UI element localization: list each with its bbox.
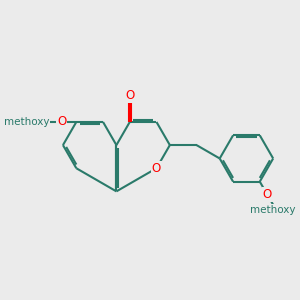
Text: O: O (152, 162, 161, 175)
Text: methoxy: methoxy (250, 205, 296, 215)
Text: O: O (125, 89, 134, 102)
Text: methoxy: methoxy (4, 117, 50, 127)
Text: O: O (262, 188, 272, 201)
Text: O: O (57, 116, 66, 128)
